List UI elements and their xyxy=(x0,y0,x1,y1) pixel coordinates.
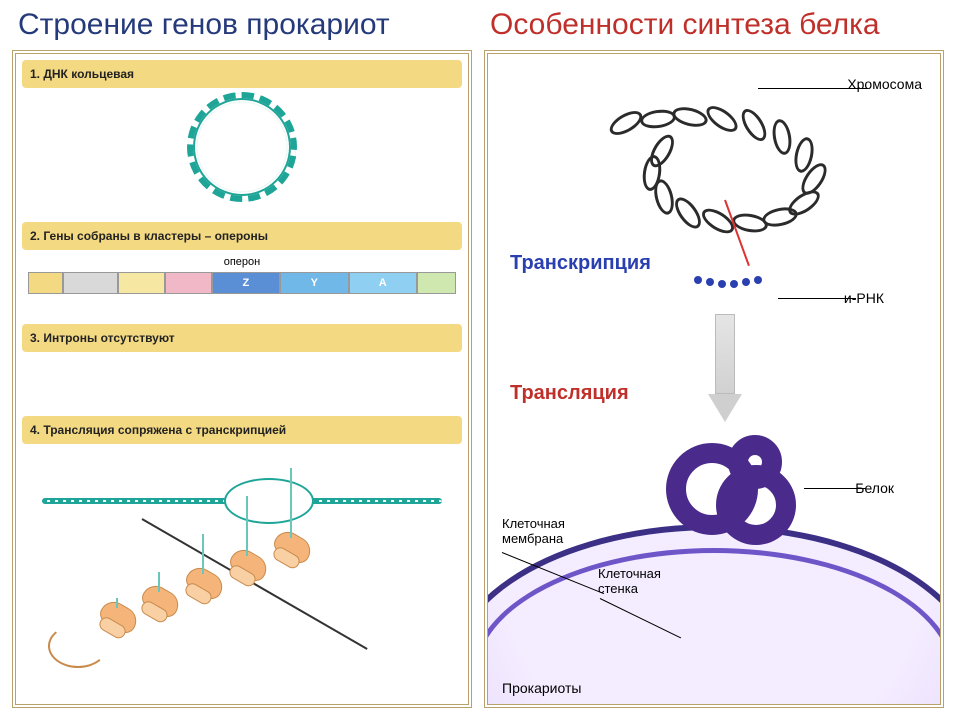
peptide-tick xyxy=(246,516,248,526)
operon-segment xyxy=(28,272,63,294)
peptide-tick xyxy=(246,546,248,556)
label-prokaryotes: Прокариоты xyxy=(502,680,581,696)
peptide-tick xyxy=(202,554,204,564)
peptide-tick xyxy=(158,582,160,592)
ribosome-open-icon xyxy=(48,624,108,668)
arrow-down-icon xyxy=(708,314,742,424)
leader-line xyxy=(758,88,868,89)
mrna-dot-icon xyxy=(718,280,726,288)
transcription-bubble-icon xyxy=(224,478,314,524)
peptide-tick xyxy=(116,598,118,608)
circular-dna-diagram xyxy=(22,92,462,222)
operon-segment xyxy=(165,272,212,294)
leader-line xyxy=(778,298,856,299)
leader-line xyxy=(804,488,866,489)
peptide-tick xyxy=(290,488,292,498)
left-panel: 1. ДНК кольцевая 2. Гены собраны в класт… xyxy=(12,50,472,708)
operon-segment xyxy=(118,272,165,294)
coupled-transcription-translation-diagram xyxy=(22,448,462,648)
right-column: Особенности синтеза белка Хромосома xyxy=(484,8,944,708)
peptide-tick xyxy=(246,536,248,546)
operon-diagram: оперон ZYA xyxy=(22,254,462,324)
mrna-dot-icon xyxy=(706,278,714,286)
peptide-tick xyxy=(202,534,204,544)
peptide-tick xyxy=(246,526,248,536)
peptide-tick xyxy=(202,564,204,574)
introns-absent-gap xyxy=(22,356,462,416)
mrna-dot-icon xyxy=(754,276,762,284)
label-chromosome: Хромосома xyxy=(847,76,922,92)
peptide-tick xyxy=(246,506,248,516)
left-column: Строение генов прокариот 1. ДНК кольцева… xyxy=(12,8,472,708)
operon-segment xyxy=(417,272,456,294)
left-title: Строение генов прокариот xyxy=(12,8,472,42)
mrna-dot-icon xyxy=(694,276,702,284)
operon-bar: ZYA xyxy=(28,272,456,294)
mrna-dot-icon xyxy=(742,278,750,286)
peptide-tick xyxy=(290,518,292,528)
operon-label: оперон xyxy=(22,256,462,268)
right-title: Особенности синтеза белка xyxy=(484,8,944,42)
operon-segment: Z xyxy=(212,272,280,294)
peptide-tick xyxy=(290,478,292,488)
operon-segment: Y xyxy=(280,272,348,294)
circular-dna-icon xyxy=(187,92,297,202)
peptide-tick xyxy=(202,544,204,554)
page: Строение генов прокариот 1. ДНК кольцева… xyxy=(0,0,960,720)
operon-segment: A xyxy=(349,272,417,294)
peptide-tick xyxy=(290,468,292,478)
protein-knot-icon xyxy=(658,439,808,559)
label-wall: Клеточная стенка xyxy=(598,566,688,596)
section-4-header: 4. Трансляция сопряжена с транскрипцией xyxy=(22,416,462,444)
operon-segment xyxy=(63,272,118,294)
cell-diagram: Хромосома Транскрипция и-РНК Трансляция … xyxy=(488,54,940,704)
label-transcription: Транскрипция xyxy=(510,252,651,275)
label-membrane: Клеточная мембрана xyxy=(502,516,592,546)
peptide-tick xyxy=(290,528,292,538)
section-1-header: 1. ДНК кольцевая xyxy=(22,60,462,88)
mrna-dot-icon xyxy=(730,280,738,288)
peptide-tick xyxy=(158,572,160,582)
right-panel: Хромосома Транскрипция и-РНК Трансляция … xyxy=(484,50,944,708)
peptide-tick xyxy=(290,508,292,518)
peptide-tick xyxy=(246,496,248,506)
peptide-tick xyxy=(290,498,292,508)
section-2-header: 2. Гены собраны в кластеры – опероны xyxy=(22,222,462,250)
section-3-header: 3. Интроны отсутствуют xyxy=(22,324,462,352)
label-translation: Трансляция xyxy=(510,382,629,405)
